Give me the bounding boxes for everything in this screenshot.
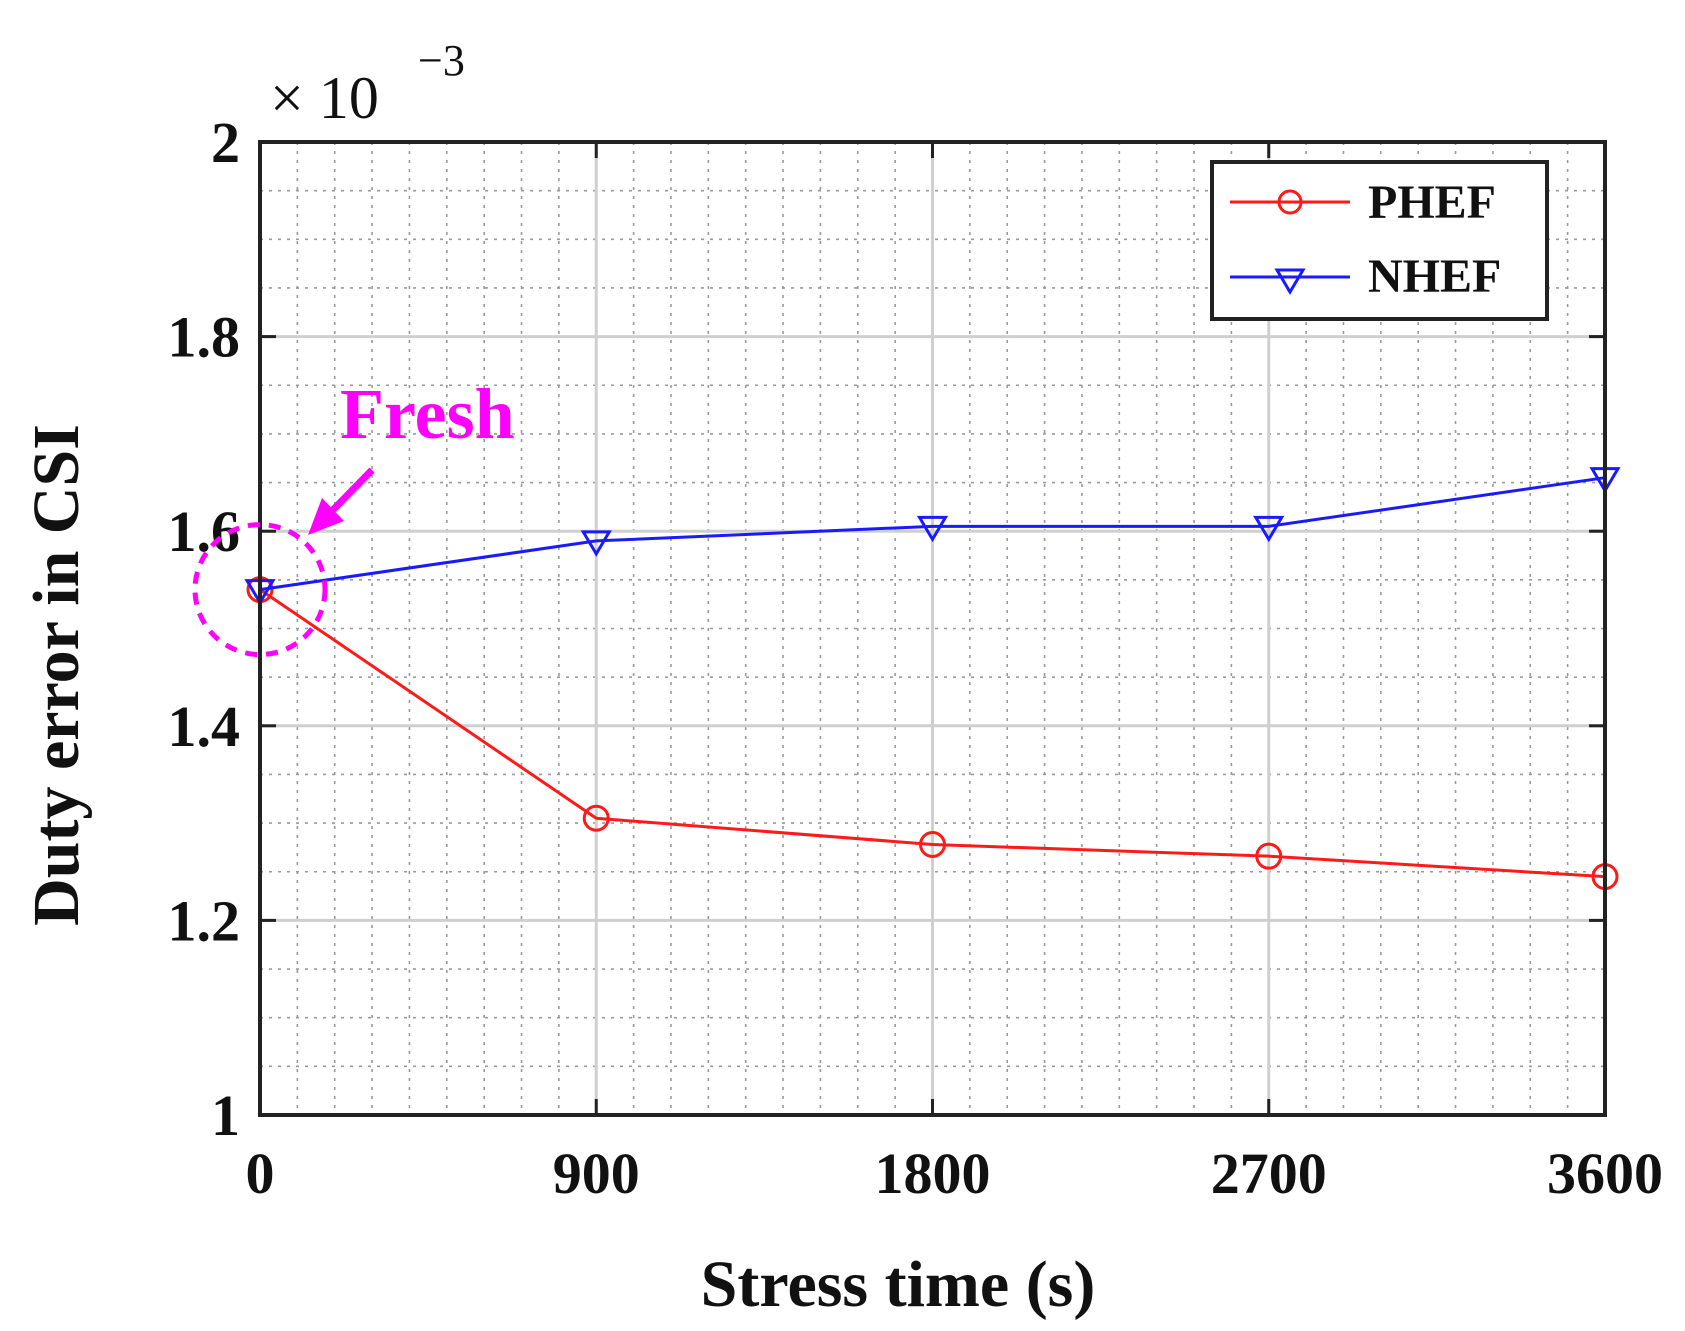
x-tick-label: 900 <box>553 1141 640 1206</box>
fresh-annotation-text: Fresh <box>340 374 515 454</box>
fresh-highlight-circle <box>192 522 328 658</box>
fresh-annotation: Fresh <box>192 374 515 658</box>
y-tick-label: 1.2 <box>168 888 241 953</box>
x-axis-label: Stress time (s) <box>701 1248 1096 1321</box>
legend-label-phef: PHEF <box>1368 176 1496 229</box>
fresh-arrow-head-icon <box>308 498 344 535</box>
data-point-phef <box>582 804 610 832</box>
data-point-nhef <box>580 530 612 557</box>
x-tick-label: 1800 <box>875 1141 991 1206</box>
x-tick-label: 3600 <box>1547 1141 1663 1206</box>
y-axis-label: Duty error in CSI <box>20 424 93 926</box>
legend-box <box>1210 160 1549 321</box>
fresh-arrow-shaft <box>325 467 375 518</box>
series-line-nhef <box>259 476 1606 592</box>
data-point-nhef <box>1253 515 1285 543</box>
legend-marker-phef <box>1277 189 1303 215</box>
y-multiplier-base: × 10 <box>270 65 379 131</box>
y-multiplier-exponent: −3 <box>418 36 465 85</box>
y-tick-label: 1.8 <box>168 305 241 370</box>
minor-grid <box>260 142 1605 1115</box>
x-tick-label: 0 <box>246 1141 275 1206</box>
data-point-nhef <box>916 515 949 543</box>
y-tick-label: 1 <box>211 1083 240 1148</box>
legend: PHEF NHEF <box>1210 160 1549 321</box>
series-line-phef <box>259 588 1606 879</box>
data-point-phef <box>1255 842 1283 870</box>
legend-label-nhef: NHEF <box>1368 250 1501 303</box>
y-tick-label: 2 <box>211 110 240 175</box>
data-point-phef <box>919 831 946 859</box>
x-tick-label: 2700 <box>1211 1141 1327 1206</box>
legend-marker-nhef <box>1274 268 1306 295</box>
y-tick-label: 1.4 <box>168 694 241 759</box>
